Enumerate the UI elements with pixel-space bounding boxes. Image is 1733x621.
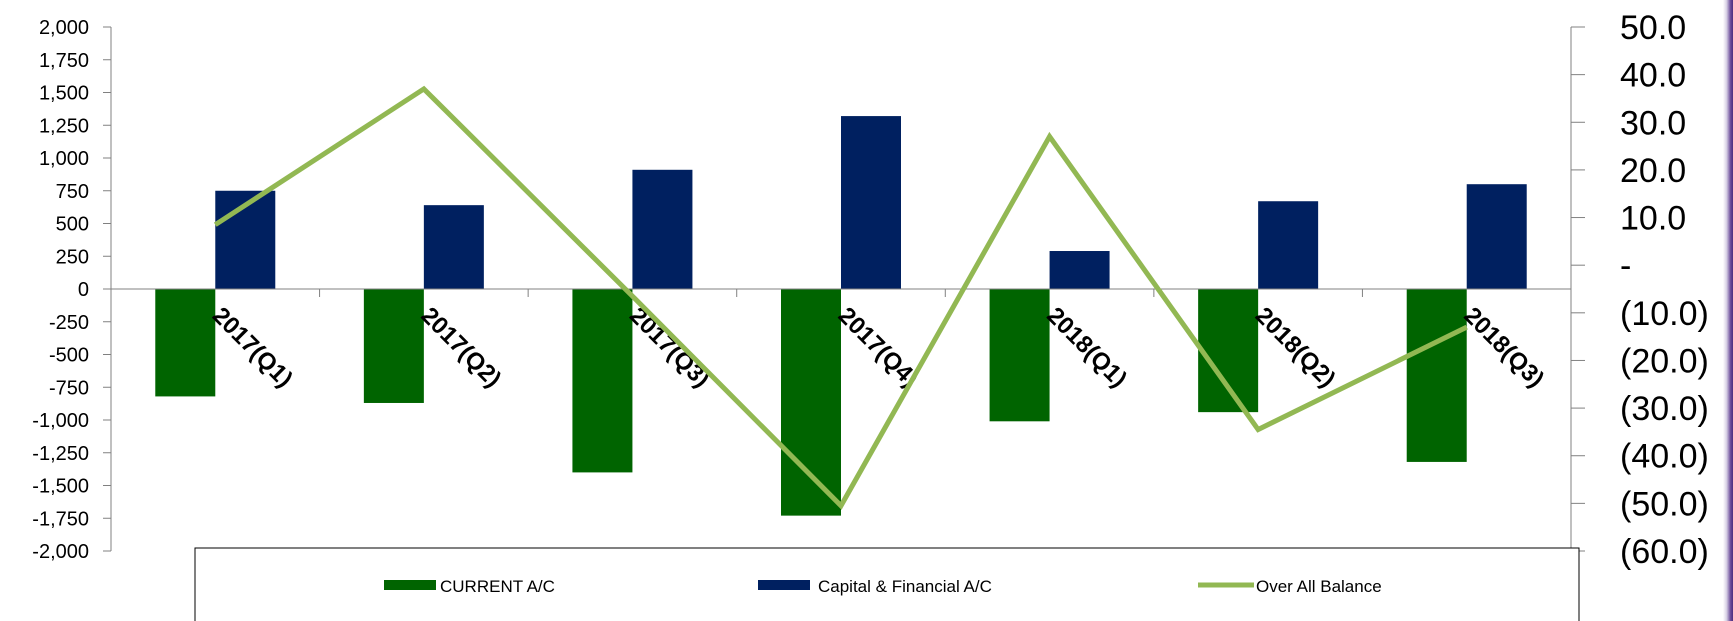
bar-capital-financial-ac — [1466, 184, 1527, 289]
left-y-tick-label: 0 — [78, 279, 89, 301]
bar-current-ac — [155, 289, 216, 397]
right-y-tick-label: 10.0 — [1620, 200, 1686, 238]
axes: 2,000 1,750 1,500 1,250 1,000 750 500 250 0 -250 -… — [32, 9, 1709, 571]
right-y-tick-label: 50.0 — [1620, 9, 1686, 47]
right-y-tick-label: (30.0) — [1620, 390, 1709, 428]
bar-current-ac — [572, 289, 633, 473]
right-y-tick-label: (20.0) — [1620, 342, 1709, 380]
right-y-tick-label: 40.0 — [1620, 57, 1686, 95]
left-y-tick-label: 500 — [56, 214, 89, 236]
right-y-tick-label: (10.0) — [1620, 295, 1709, 333]
bar-current-ac — [989, 289, 1050, 422]
bar-current-ac — [363, 289, 424, 403]
legend-swatch-current-ac — [384, 580, 436, 590]
left-y-tick-label: -1,500 — [32, 476, 89, 498]
right-y-tick-label: (50.0) — [1620, 485, 1709, 523]
bar-capital-financial-ac — [423, 205, 484, 289]
bar-capital-financial-ac — [632, 169, 693, 289]
left-y-tick-label: 1,500 — [39, 83, 89, 105]
right-y-tick-label: (40.0) — [1620, 438, 1709, 476]
x-tick-label: 2017(Q1) — [207, 302, 298, 393]
left-y-tick-label: -250 — [49, 312, 89, 334]
x-tick-label: 2017(Q2) — [416, 302, 507, 393]
legend-label-capital-financial-ac: Capital & Financial A/C — [818, 577, 992, 596]
left-y-tick-label: 250 — [56, 246, 89, 268]
bar-current-ac — [1406, 289, 1467, 462]
left-y-tick-label: -1,750 — [32, 508, 89, 530]
left-y-tick-label: 1,250 — [39, 115, 89, 137]
x-tick-label: 2018(Q1) — [1041, 302, 1132, 393]
left-y-tick-label: 750 — [56, 181, 89, 203]
right-y-tick-label: - — [1620, 247, 1631, 285]
bar-capital-financial-ac — [841, 116, 901, 289]
x-tick-label: 2018(Q2) — [1250, 302, 1341, 393]
left-y-tick-label: 1,750 — [39, 50, 89, 72]
left-y-tick-label: -1,250 — [32, 443, 89, 465]
right-y-tick-label: (60.0) — [1620, 533, 1709, 571]
bar-capital-financial-ac — [1049, 251, 1110, 289]
left-y-tick-label: -750 — [49, 377, 89, 399]
window-edge — [1723, 0, 1733, 621]
right-y-tick-label: 30.0 — [1620, 104, 1686, 142]
left-y-tick-label: 2,000 — [39, 17, 89, 39]
x-tick-label: 2018(Q3) — [1458, 302, 1549, 393]
over-all-balance-line — [213, 85, 1468, 510]
bar-capital-financial-ac — [1258, 201, 1319, 289]
legend-label-over-all-balance: Over All Balance — [1256, 577, 1382, 596]
over-all-balance-line-group — [213, 85, 1468, 510]
left-y-tick-label: -2,000 — [32, 541, 89, 563]
right-y-tick-label: 20.0 — [1620, 152, 1686, 190]
current-ac-bars — [155, 289, 1467, 516]
x-tick-label: 2017(Q3) — [624, 302, 715, 393]
left-y-tick-label: -500 — [49, 345, 89, 367]
legend-label-current-ac: CURRENT A/C — [440, 577, 555, 596]
legend: CURRENT A/C Capital & Financial A/C Over… — [194, 547, 1580, 621]
left-y-tick-label: 1,000 — [39, 148, 89, 170]
legend-swatch-capital-financial-ac — [758, 580, 810, 590]
bar-current-ac — [781, 289, 841, 516]
bar-current-ac — [1198, 289, 1259, 413]
left-y-tick-label: -1,000 — [32, 410, 89, 432]
capital-financial-bars — [215, 116, 1527, 289]
